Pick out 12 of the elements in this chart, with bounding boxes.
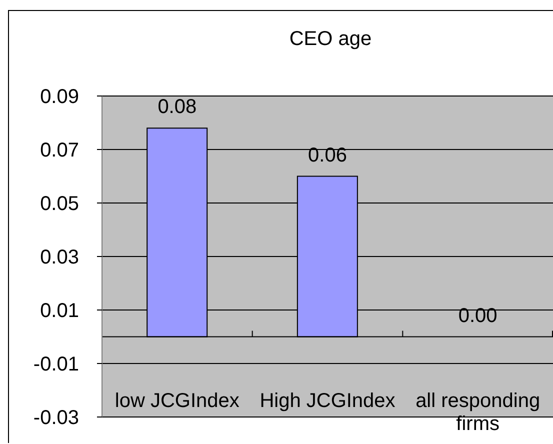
data-label: 0.08 <box>158 96 197 118</box>
y-tick-label: 0.05 <box>40 193 79 216</box>
y-tick-label: 0.09 <box>40 86 79 108</box>
x-tick-label: High JCGIndex <box>260 390 396 412</box>
y-tick-label: 0.07 <box>40 140 79 162</box>
x-tick-label: low JCGIndex <box>114 390 240 412</box>
y-tick-label: -0.01 <box>33 354 79 376</box>
chart-title: CEO age <box>288 28 373 51</box>
x-tick-label: all responding firms <box>416 390 540 435</box>
y-tick-label: 0.01 <box>40 300 79 322</box>
y-tick-label: -0.03 <box>33 407 79 430</box>
y-tick-label: 0.03 <box>40 246 79 269</box>
